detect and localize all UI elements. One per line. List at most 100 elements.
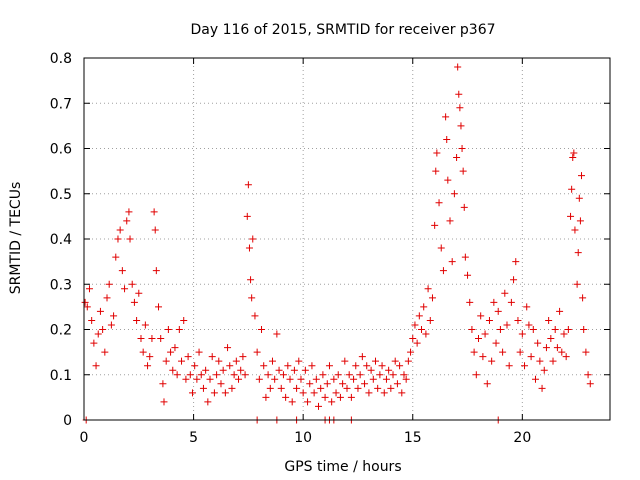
- data-point-marker: [219, 366, 227, 374]
- data-point-marker: [141, 321, 149, 329]
- data-point-marker: [485, 316, 493, 324]
- data-point-marker: [230, 371, 238, 379]
- data-point-marker: [325, 362, 333, 370]
- data-point-marker: [477, 312, 485, 320]
- data-point-marker: [319, 371, 327, 379]
- data-point-marker: [90, 339, 98, 347]
- data-point-marker: [126, 235, 134, 243]
- data-point-marker: [241, 371, 249, 379]
- data-point-marker: [258, 326, 266, 333]
- data-point-marker: [369, 375, 377, 383]
- y-tick-label: 0.4: [50, 232, 72, 248]
- data-point-marker: [558, 348, 566, 356]
- data-point-marker: [92, 362, 100, 370]
- data-point-marker: [488, 357, 496, 365]
- data-point-marker: [443, 135, 451, 143]
- data-point-marker: [444, 176, 452, 184]
- data-point-marker: [193, 375, 201, 383]
- data-point-marker: [116, 226, 124, 234]
- data-point-marker: [569, 154, 577, 162]
- data-point-marker: [81, 298, 89, 306]
- data-point-marker: [570, 149, 578, 157]
- data-point-marker: [531, 375, 539, 383]
- data-point-marker: [88, 316, 96, 324]
- data-point-marker: [273, 330, 281, 338]
- data-point-marker: [204, 398, 212, 406]
- data-point-marker: [402, 375, 410, 383]
- y-tick-label: 0.2: [50, 323, 72, 339]
- data-point-marker: [453, 154, 461, 162]
- data-point-marker: [442, 113, 450, 121]
- data-point-marker: [188, 389, 196, 397]
- data-point-marker: [202, 366, 210, 374]
- data-point-marker: [339, 380, 347, 388]
- data-point-marker: [439, 267, 447, 275]
- data-point-marker: [130, 298, 138, 306]
- data-point-marker: [516, 348, 524, 356]
- data-point-marker: [409, 335, 417, 343]
- data-point-marker: [328, 398, 336, 406]
- data-point-marker: [173, 371, 181, 379]
- data-point-marker: [210, 389, 218, 397]
- y-tick-label: 0.1: [50, 368, 72, 384]
- data-point-marker: [255, 375, 263, 383]
- data-point-marker: [215, 357, 223, 365]
- data-point-marker: [564, 326, 572, 333]
- data-point-marker: [460, 203, 468, 211]
- data-point-marker: [376, 371, 384, 379]
- data-point-marker: [540, 366, 548, 374]
- data-point-marker: [433, 149, 441, 157]
- data-point-marker: [171, 344, 179, 352]
- data-point-marker: [523, 303, 531, 311]
- data-point-marker: [426, 316, 434, 324]
- data-point-marker: [199, 384, 207, 392]
- data-point-marker: [121, 285, 129, 293]
- data-point-marker: [422, 330, 430, 338]
- data-point-marker: [160, 398, 168, 406]
- data-point-marker: [568, 185, 576, 193]
- y-tick-label: 0.6: [50, 142, 72, 158]
- data-point-marker: [494, 307, 502, 315]
- data-point-marker: [371, 357, 379, 365]
- data-point-marker: [268, 357, 276, 365]
- data-point-marker: [458, 145, 466, 152]
- data-point-marker: [323, 380, 331, 388]
- data-point-marker: [293, 384, 301, 392]
- data-point-marker: [182, 375, 190, 383]
- data-point-marker: [551, 326, 559, 333]
- data-point-marker: [391, 357, 399, 365]
- data-point-marker: [114, 235, 122, 243]
- data-point-marker: [385, 366, 393, 374]
- data-point-marker: [125, 208, 133, 216]
- data-point-marker: [456, 104, 464, 112]
- data-point-marker: [584, 371, 592, 379]
- data-point-marker: [431, 221, 439, 229]
- x-axis-label: GPS time / hours: [284, 459, 401, 475]
- data-point-marker: [247, 276, 255, 284]
- data-point-marker: [505, 362, 513, 370]
- data-point-marker: [178, 357, 186, 365]
- data-point-marker: [424, 285, 432, 293]
- data-point-marker: [232, 357, 240, 365]
- data-point-marker: [464, 271, 472, 279]
- data-point-marker: [573, 280, 581, 288]
- data-point-marker: [356, 371, 364, 379]
- data-point-marker: [260, 362, 268, 370]
- data-point-marker: [304, 398, 312, 406]
- data-point-marker: [248, 294, 256, 302]
- data-point-marker: [562, 353, 570, 361]
- data-point-marker: [266, 384, 274, 392]
- data-point-marker: [139, 348, 147, 356]
- data-point-marker: [378, 362, 386, 370]
- data-point-marker: [578, 172, 586, 180]
- data-point-marker: [101, 348, 109, 356]
- data-point-marker: [492, 339, 500, 347]
- data-point-marker: [446, 217, 454, 225]
- data-point-marker: [536, 357, 544, 365]
- data-point-marker: [461, 253, 469, 261]
- data-point-marker: [481, 330, 489, 338]
- data-point-marker: [317, 384, 325, 392]
- data-point-marker: [350, 375, 358, 383]
